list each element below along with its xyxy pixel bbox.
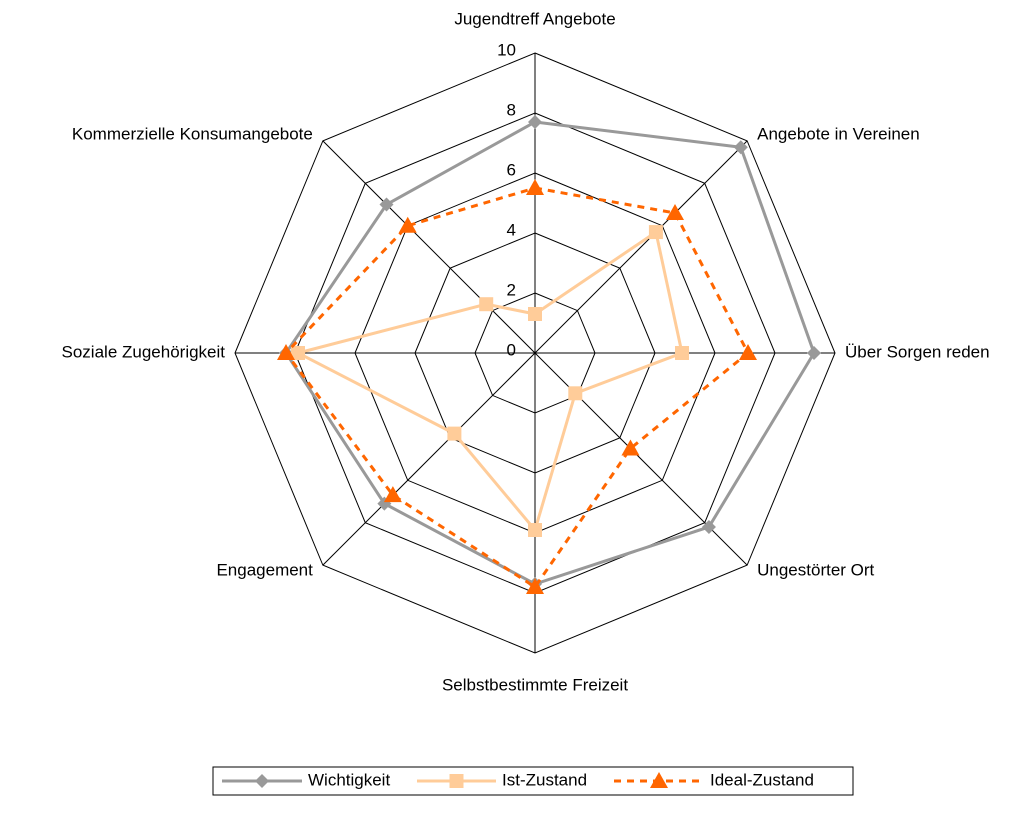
marker — [526, 578, 544, 594]
marker — [383, 486, 402, 503]
series-line — [293, 229, 684, 534]
marker — [807, 346, 821, 360]
marker — [528, 523, 542, 537]
marker — [666, 203, 685, 220]
marker — [526, 179, 544, 195]
legend-label: Ist-Zustand — [502, 770, 587, 789]
category-label: Über Sorgen reden — [845, 342, 990, 361]
marker — [733, 140, 748, 155]
series-line — [284, 186, 750, 590]
legend-marker — [650, 772, 668, 788]
marker — [291, 346, 305, 360]
tick-label: 2 — [507, 280, 516, 299]
tick-label: 0 — [507, 340, 516, 359]
category-label: Soziale Zugehörigkeit — [62, 342, 226, 361]
tick-label: 6 — [507, 160, 516, 179]
legend-box — [212, 766, 854, 796]
marker — [479, 297, 494, 312]
spoke — [534, 140, 748, 354]
spoke — [534, 352, 748, 566]
marker — [739, 344, 757, 360]
legend-marker — [255, 774, 269, 788]
marker — [675, 346, 689, 360]
marker — [277, 344, 295, 360]
tick-label: 8 — [507, 100, 516, 119]
spoke — [322, 140, 536, 354]
tick-label: 10 — [497, 40, 516, 59]
marker — [528, 307, 542, 321]
category-label: Jugendtreff Angebote — [454, 9, 615, 28]
category-label: Kommerzielle Konsumangebote — [72, 125, 313, 144]
legend-label: Ideal-Zustand — [710, 770, 814, 789]
marker — [701, 519, 716, 534]
category-label: Selbstbestimmte Freizeit — [442, 675, 628, 694]
category-label: Ungestörter Ort — [757, 560, 874, 579]
marker — [621, 439, 640, 456]
tick-label: 4 — [507, 220, 516, 239]
marker — [528, 115, 542, 129]
marker — [379, 197, 394, 212]
legend-marker — [449, 774, 464, 788]
marker — [447, 426, 462, 441]
marker — [398, 216, 417, 233]
marker — [648, 225, 663, 240]
legend-label: Wichtigkeit — [308, 770, 390, 789]
category-label: Engagement — [216, 560, 313, 579]
spoke — [322, 352, 536, 566]
category-label: Angebote in Vereinen — [757, 125, 920, 144]
marker — [568, 386, 583, 401]
